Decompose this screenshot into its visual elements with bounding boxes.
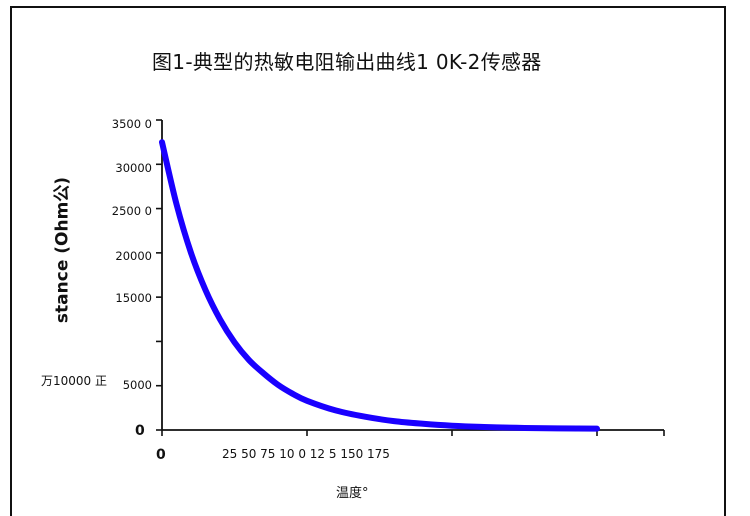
chart-frame bbox=[10, 6, 726, 516]
x-tick-labels: 25 50 75 10 0 12 5 150 175 bbox=[222, 447, 390, 461]
chart-title: 图1-典型的热敏电阻输出曲线1 0K-2传感器 bbox=[152, 50, 542, 74]
y-axis-label-extra: 万10000 正 bbox=[41, 374, 107, 388]
y-zero-label: 0 bbox=[135, 423, 145, 439]
series-line bbox=[159, 139, 600, 432]
y-tick-label: 15000 bbox=[115, 291, 152, 305]
x-zero-label: 0 bbox=[156, 447, 166, 463]
y-tick-label: 30000 bbox=[115, 161, 152, 175]
y-axis-label: stance (Ohm公) bbox=[52, 176, 73, 324]
y-tick-label: 3500 0 bbox=[111, 117, 152, 131]
y-tick-label: 20000 bbox=[115, 249, 152, 263]
x-axis-label: 温度° bbox=[336, 486, 369, 501]
y-tick-label: 5000 bbox=[122, 378, 152, 392]
y-tick-label: 2500 0 bbox=[111, 204, 152, 218]
